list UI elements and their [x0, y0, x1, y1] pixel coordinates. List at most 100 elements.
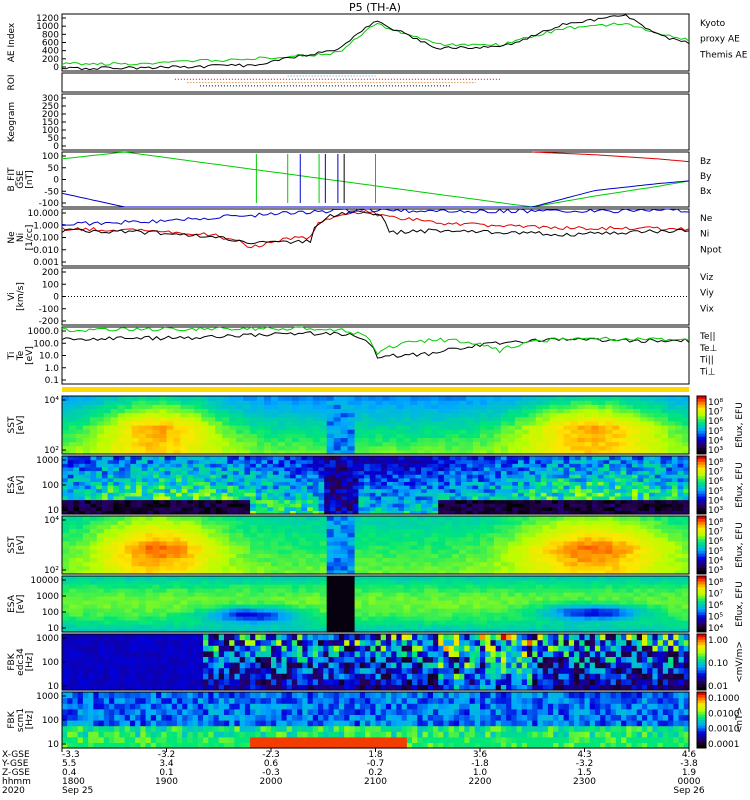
esa2-cell [138, 584, 147, 589]
sst1-cell [291, 449, 300, 455]
sst2-cell [438, 557, 446, 563]
sst1-cell [563, 449, 572, 455]
sst2-cell [145, 540, 154, 546]
esa1-cell [535, 481, 542, 486]
sst2-cell [68, 516, 77, 521]
sst1-cell [612, 404, 620, 410]
colorbar-cell [697, 464, 706, 469]
esa1-cell [84, 503, 92, 508]
sst1-cell [661, 449, 669, 455]
esa1-cell [398, 474, 405, 479]
sst1-cell [549, 400, 558, 405]
sst1-cell [82, 400, 91, 405]
sst2-cell [96, 536, 105, 542]
esa1-cell [455, 456, 462, 461]
esa2-cell [208, 600, 216, 605]
esa1-cell [546, 459, 553, 464]
sst1-cell [117, 416, 126, 422]
esa1-cell [233, 466, 240, 472]
sst2-cell [675, 545, 683, 550]
sst1-cell [542, 437, 551, 443]
esa1-cell [261, 499, 268, 504]
esa2-cell [131, 584, 140, 589]
sst1-cell [535, 429, 544, 434]
esa1-cell [278, 463, 285, 468]
sst1-cell [654, 437, 662, 443]
sst1-cell [375, 441, 384, 447]
esa2-cell [187, 604, 195, 609]
esa1-cell [215, 466, 223, 472]
sst2-cell [591, 549, 600, 554]
esa2-cell [89, 576, 98, 581]
esa2-cell [166, 624, 175, 629]
sst1-cell [131, 408, 140, 414]
esa2-cell [187, 612, 195, 617]
esa2-cell [277, 596, 286, 601]
esa1-cell [153, 499, 160, 504]
sst1-cell [570, 412, 579, 418]
sst1-cell [424, 429, 432, 434]
esa1-cell [580, 459, 587, 464]
esa2-cell [138, 620, 147, 625]
sst2-cell [333, 565, 342, 571]
esa1-cell [575, 499, 582, 504]
esa1-cell [597, 459, 605, 464]
sst1-cell [535, 425, 544, 430]
sst2-cell [514, 516, 523, 521]
sst2-cell [619, 569, 627, 575]
sst2-cell [591, 557, 600, 563]
esa1-cell [329, 506, 337, 511]
esa1-cell [546, 470, 553, 475]
esa1-cell [284, 492, 291, 497]
esa2-cell [257, 604, 265, 609]
esa1-cell [255, 459, 263, 464]
sst1-cell [117, 412, 126, 418]
esa2-cell [96, 576, 105, 581]
esa1-cell [295, 488, 302, 493]
esa1-cell [398, 499, 405, 504]
esa2-cell [152, 624, 161, 629]
sst2-cell [452, 565, 460, 571]
sst1-cell [661, 404, 669, 410]
sst2-cell [431, 524, 439, 530]
sst1-cell [452, 416, 460, 422]
sst2-cell [124, 532, 133, 538]
esa1-cell [603, 510, 610, 515]
esa1-cell [575, 488, 582, 493]
esa1-cell [341, 485, 348, 490]
sst1-cell [96, 420, 105, 426]
esa2-cell [82, 600, 91, 605]
sst2-cell [236, 557, 244, 563]
sst1-cell [626, 441, 634, 447]
sst1-cell [368, 396, 377, 401]
sst2-cell [633, 540, 641, 546]
sst2-cell [396, 528, 404, 534]
sst1-cell [514, 425, 523, 430]
esa1-cell [176, 503, 183, 508]
y-axis-label: Te [16, 350, 26, 361]
esa1-cell [443, 470, 451, 475]
sst2-cell [661, 569, 669, 575]
sst1-cell [215, 420, 223, 426]
sst2-cell [612, 532, 620, 538]
esa1-cell [483, 492, 491, 497]
esa1-cell [677, 503, 684, 508]
esa2-cell [173, 620, 182, 625]
esa1-cell [415, 499, 422, 504]
esa1-cell [164, 477, 171, 482]
sst1-cell [473, 400, 481, 405]
esa1-cell [176, 459, 183, 464]
sst1-cell [563, 420, 572, 426]
sst1-cell [473, 408, 481, 414]
esa1-cell [130, 474, 137, 479]
esa1-cell [563, 506, 570, 511]
esa1-cell [540, 510, 548, 515]
esa1-cell [347, 463, 354, 468]
sst2-cell [229, 545, 237, 550]
sst2-cell [194, 565, 202, 571]
esa1-cell [472, 481, 479, 486]
sst1-cell [682, 416, 690, 422]
y-tick-label: 1000 [36, 22, 59, 32]
esa1-cell [426, 481, 434, 486]
sst2-cell [124, 553, 133, 559]
